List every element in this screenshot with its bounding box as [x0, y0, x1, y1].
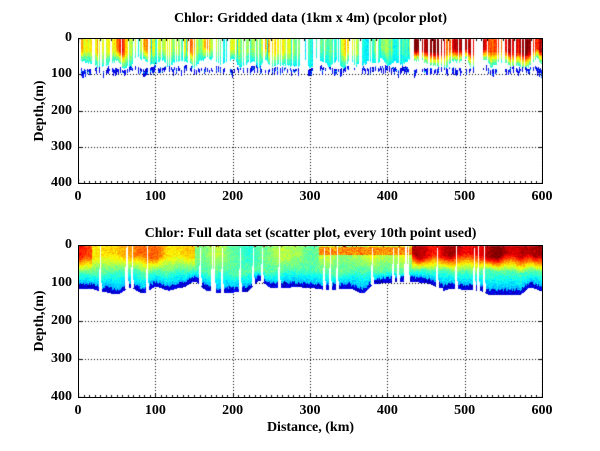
x-tick-label: 500 [454, 403, 476, 418]
x-tick-label: 200 [222, 403, 244, 418]
x-axis-label: Distance, (km) [266, 420, 355, 435]
x-tick-label: 400 [376, 189, 398, 204]
y-tick-label: 200 [51, 313, 72, 328]
scatter-plot-area [78, 245, 543, 398]
y-tick-label: 300 [51, 351, 72, 366]
gridded-plot-area [78, 38, 543, 184]
y-tick-label: 300 [51, 138, 72, 154]
y-tick-label: 100 [51, 66, 72, 82]
y-tick-label: 200 [51, 102, 72, 118]
x-tick-label: 200 [222, 189, 244, 204]
y-tick-label: 100 [51, 275, 72, 290]
y-tick-label: 0 [65, 30, 72, 45]
x-tick-label: 0 [74, 189, 82, 204]
scatter-plot-canvas [78, 245, 543, 398]
plot-title-gridded: Chlor: Gridded data (1km x 4m) (pcolor p… [173, 11, 448, 26]
x-tick-label: 100 [144, 403, 166, 418]
y-tick-label: 400 [51, 389, 72, 404]
y-tick-label: 400 [51, 175, 72, 190]
x-tick-label: 600 [531, 189, 553, 204]
x-tick-label: 600 [531, 403, 553, 418]
x-tick-label: 400 [376, 403, 398, 418]
x-tick-label: 100 [144, 189, 166, 204]
gridded-heatmap-canvas [78, 38, 543, 184]
x-tick-label: 300 [299, 189, 321, 204]
y-tick-label: 0 [65, 237, 72, 252]
x-tick-label: 500 [454, 189, 476, 204]
x-tick-label: 300 [299, 403, 321, 418]
x-tick-label: 0 [74, 403, 82, 418]
plot-title-scatter: Chlor: Full data set (scatter plot, ever… [144, 226, 477, 241]
